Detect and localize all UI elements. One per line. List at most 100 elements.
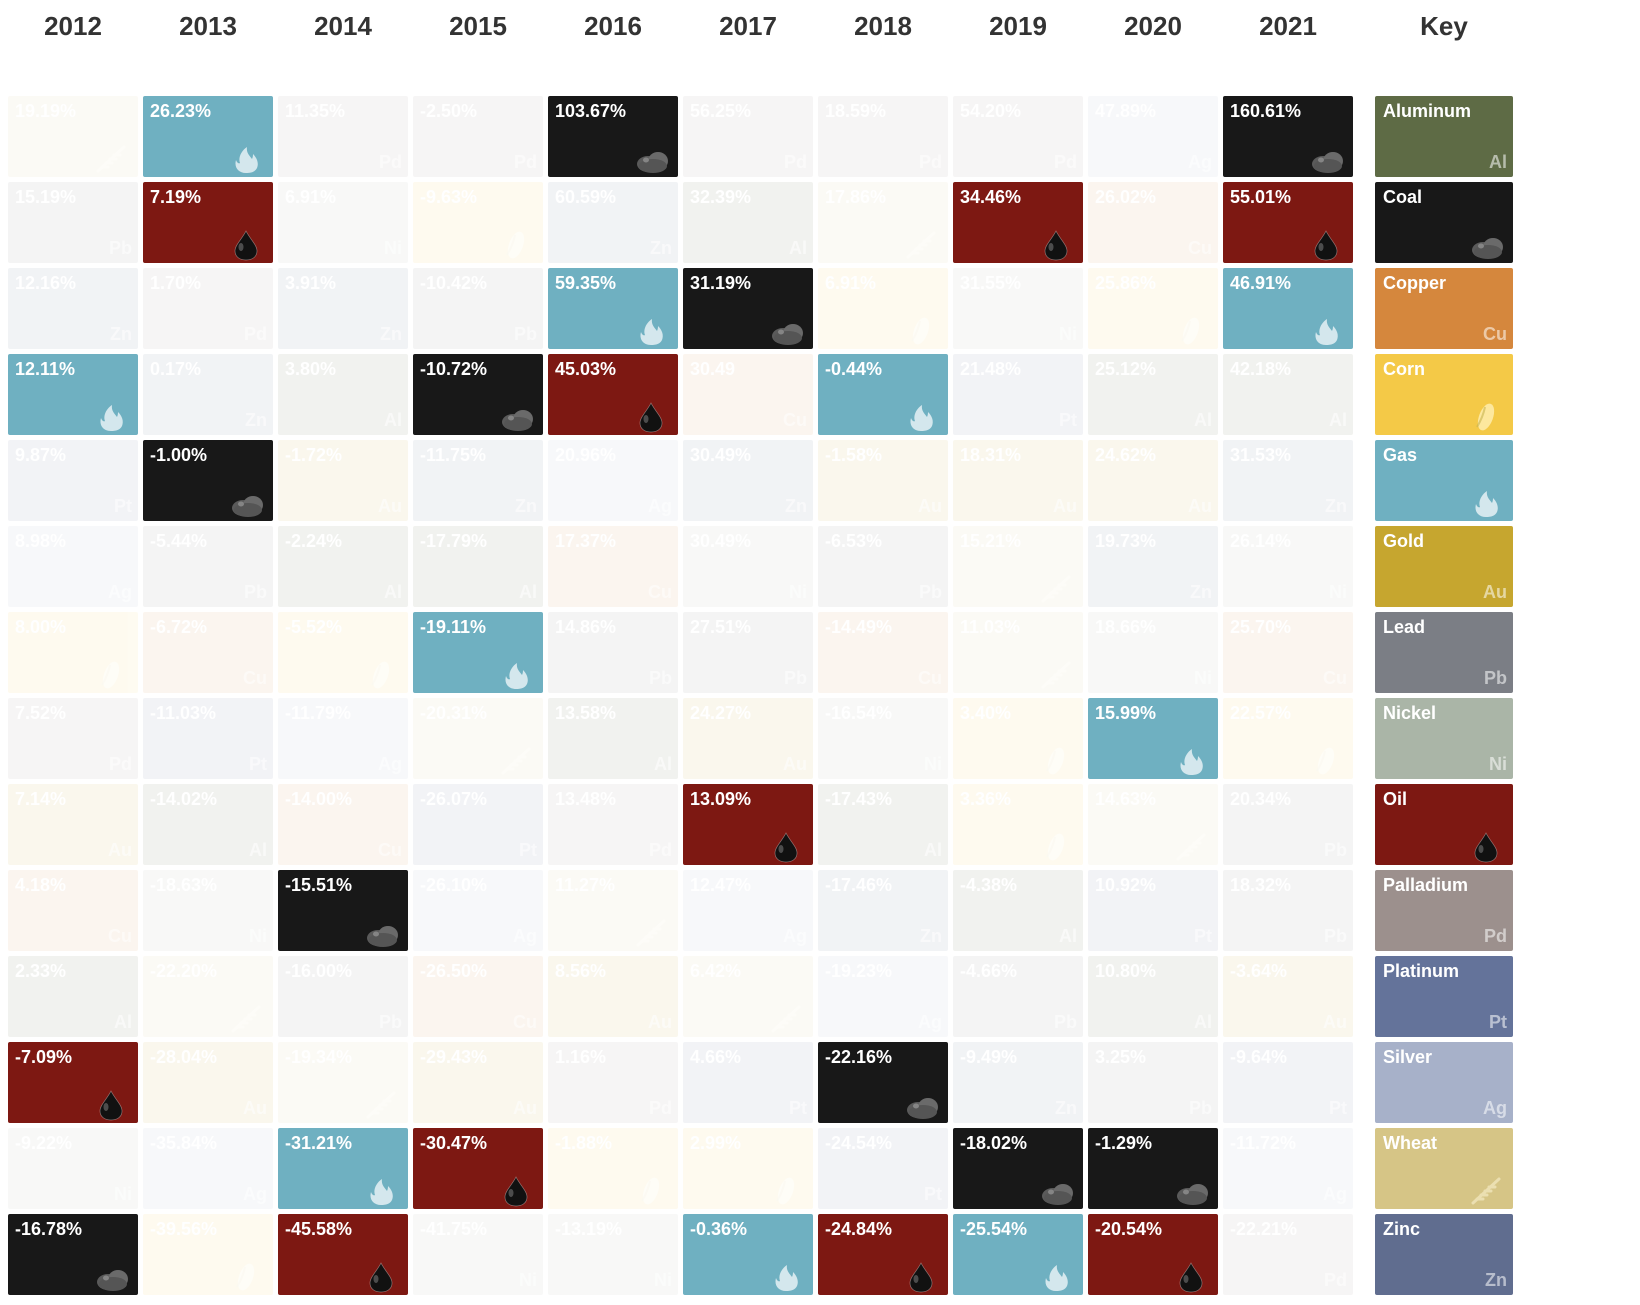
grid-cell-aluminum[interactable]: -4.38%Al: [953, 870, 1083, 951]
grid-cell-silver[interactable]: -35.84%Ag: [143, 1128, 273, 1209]
grid-cell-zinc[interactable]: 12.16%Zn: [8, 268, 138, 349]
grid-cell-wheat[interactable]: 19.19%: [8, 96, 138, 177]
grid-cell-palladium[interactable]: 13.48%Pd: [548, 784, 678, 865]
key-cell-oil[interactable]: Oil: [1375, 784, 1513, 865]
grid-cell-zinc[interactable]: 30.49%Zn: [683, 440, 813, 521]
key-cell-coal[interactable]: Coal: [1375, 182, 1513, 263]
grid-cell-lead[interactable]: -6.53%Pb: [818, 526, 948, 607]
grid-cell-palladium[interactable]: 1.16%Pd: [548, 1042, 678, 1123]
grid-cell-zinc[interactable]: 31.53%Zn: [1223, 440, 1353, 521]
grid-cell-gas[interactable]: 46.91%: [1223, 268, 1353, 349]
grid-cell-wheat[interactable]: 11.03%: [953, 612, 1083, 693]
grid-cell-wheat[interactable]: 14.63%: [1088, 784, 1218, 865]
grid-cell-gas[interactable]: 15.99%: [1088, 698, 1218, 779]
key-cell-nickel[interactable]: NickelNi: [1375, 698, 1513, 779]
grid-cell-palladium[interactable]: -2.50%Pd: [413, 96, 543, 177]
grid-cell-gas[interactable]: -0.36%: [683, 1214, 813, 1295]
grid-cell-palladium[interactable]: 11.35%Pd: [278, 96, 408, 177]
grid-cell-wheat[interactable]: -22.20%: [143, 956, 273, 1037]
grid-cell-gas[interactable]: -31.21%: [278, 1128, 408, 1209]
grid-cell-corn[interactable]: -5.52%: [278, 612, 408, 693]
grid-cell-gold[interactable]: 24.62%Au: [1088, 440, 1218, 521]
grid-cell-gas[interactable]: 59.35%: [548, 268, 678, 349]
grid-cell-zinc[interactable]: 19.73%Zn: [1088, 526, 1218, 607]
grid-cell-gold[interactable]: 8.56%Au: [548, 956, 678, 1037]
grid-cell-silver[interactable]: -26.10%Ag: [413, 870, 543, 951]
grid-cell-copper[interactable]: 25.70%Cu: [1223, 612, 1353, 693]
grid-cell-aluminum[interactable]: 42.18%Al: [1223, 354, 1353, 435]
grid-cell-oil[interactable]: 13.09%: [683, 784, 813, 865]
grid-cell-palladium[interactable]: -22.21%Pd: [1223, 1214, 1353, 1295]
grid-cell-nickel[interactable]: -18.63%Ni: [143, 870, 273, 951]
grid-cell-silver[interactable]: -11.72%Ag: [1223, 1128, 1353, 1209]
grid-cell-aluminum[interactable]: -17.43%Al: [818, 784, 948, 865]
grid-cell-copper[interactable]: -6.72%Cu: [143, 612, 273, 693]
grid-cell-lead[interactable]: 3.25%Pb: [1088, 1042, 1218, 1123]
grid-cell-coal[interactable]: -15.51%: [278, 870, 408, 951]
grid-cell-gold[interactable]: 7.14%Au: [8, 784, 138, 865]
grid-cell-aluminum[interactable]: 10.80%Al: [1088, 956, 1218, 1037]
grid-cell-gold[interactable]: 24.27%Au: [683, 698, 813, 779]
grid-cell-copper[interactable]: 30.49Cu: [683, 354, 813, 435]
grid-cell-corn[interactable]: 3.36%: [953, 784, 1083, 865]
grid-cell-aluminum[interactable]: 3.80%Al: [278, 354, 408, 435]
grid-cell-coal[interactable]: -22.16%: [818, 1042, 948, 1123]
grid-cell-aluminum[interactable]: 25.12%Al: [1088, 354, 1218, 435]
grid-cell-aluminum[interactable]: 32.39%Al: [683, 182, 813, 263]
grid-cell-aluminum[interactable]: -2.24%Al: [278, 526, 408, 607]
grid-cell-oil[interactable]: 55.01%: [1223, 182, 1353, 263]
grid-cell-nickel[interactable]: 30.49%Ni: [683, 526, 813, 607]
key-cell-lead[interactable]: LeadPb: [1375, 612, 1513, 693]
grid-cell-platinum[interactable]: -24.54%Pt: [818, 1128, 948, 1209]
key-cell-platinum[interactable]: PlatinumPt: [1375, 956, 1513, 1037]
grid-cell-nickel[interactable]: -16.54%Ni: [818, 698, 948, 779]
grid-cell-nickel[interactable]: -13.19%Ni: [548, 1214, 678, 1295]
grid-cell-zinc[interactable]: -17.46%Zn: [818, 870, 948, 951]
grid-cell-oil[interactable]: -30.47%: [413, 1128, 543, 1209]
grid-cell-wheat[interactable]: 11.27%: [548, 870, 678, 951]
grid-cell-gas[interactable]: -0.44%: [818, 354, 948, 435]
grid-cell-corn[interactable]: -39.56%: [143, 1214, 273, 1295]
grid-cell-palladium[interactable]: 18.59%Pd: [818, 96, 948, 177]
grid-cell-gold[interactable]: -29.43%Au: [413, 1042, 543, 1123]
grid-cell-platinum[interactable]: -11.03%Pt: [143, 698, 273, 779]
grid-cell-copper[interactable]: 26.02%Cu: [1088, 182, 1218, 263]
grid-cell-lead[interactable]: -5.44%Pb: [143, 526, 273, 607]
grid-cell-aluminum[interactable]: 2.33%Al: [8, 956, 138, 1037]
grid-cell-oil[interactable]: 7.19%: [143, 182, 273, 263]
grid-cell-gold[interactable]: -3.64%Au: [1223, 956, 1353, 1037]
grid-cell-wheat[interactable]: 17.86%: [818, 182, 948, 263]
grid-cell-copper[interactable]: 17.37%Cu: [548, 526, 678, 607]
grid-cell-silver[interactable]: 8.98%Ag: [8, 526, 138, 607]
key-cell-zinc[interactable]: ZincZn: [1375, 1214, 1513, 1295]
grid-cell-nickel[interactable]: 18.66%Ni: [1088, 612, 1218, 693]
grid-cell-lead[interactable]: 18.32%Pb: [1223, 870, 1353, 951]
grid-cell-wheat[interactable]: 6.42%: [683, 956, 813, 1037]
grid-cell-nickel[interactable]: 26.14%Ni: [1223, 526, 1353, 607]
grid-cell-copper[interactable]: -14.49%Cu: [818, 612, 948, 693]
grid-cell-coal[interactable]: 103.67%: [548, 96, 678, 177]
grid-cell-platinum[interactable]: -9.64%Pt: [1223, 1042, 1353, 1123]
grid-cell-corn[interactable]: 25.86%: [1088, 268, 1218, 349]
grid-cell-lead[interactable]: -16.00%Pb: [278, 956, 408, 1037]
grid-cell-zinc[interactable]: -11.75%Zn: [413, 440, 543, 521]
key-cell-palladium[interactable]: PalladiumPd: [1375, 870, 1513, 951]
grid-cell-gold[interactable]: -28.04%Au: [143, 1042, 273, 1123]
grid-cell-palladium[interactable]: 7.52%Pd: [8, 698, 138, 779]
grid-cell-oil[interactable]: 45.03%: [548, 354, 678, 435]
grid-cell-copper[interactable]: -14.00%Cu: [278, 784, 408, 865]
key-cell-aluminum[interactable]: AluminumAl: [1375, 96, 1513, 177]
grid-cell-lead[interactable]: 15.19%Pb: [8, 182, 138, 263]
grid-cell-gold[interactable]: 18.31%Au: [953, 440, 1083, 521]
grid-cell-palladium[interactable]: 54.20%Pd: [953, 96, 1083, 177]
grid-cell-aluminum[interactable]: 13.58%Al: [548, 698, 678, 779]
grid-cell-gold[interactable]: -1.58%Au: [818, 440, 948, 521]
grid-cell-coal[interactable]: -1.29%: [1088, 1128, 1218, 1209]
key-cell-wheat[interactable]: Wheat: [1375, 1128, 1513, 1209]
grid-cell-platinum[interactable]: 4.66%Pt: [683, 1042, 813, 1123]
grid-cell-copper[interactable]: -26.50%Cu: [413, 956, 543, 1037]
grid-cell-zinc[interactable]: 0.17%Zn: [143, 354, 273, 435]
key-cell-gas[interactable]: Gas: [1375, 440, 1513, 521]
grid-cell-oil[interactable]: 34.46%: [953, 182, 1083, 263]
grid-cell-coal[interactable]: -18.02%: [953, 1128, 1083, 1209]
